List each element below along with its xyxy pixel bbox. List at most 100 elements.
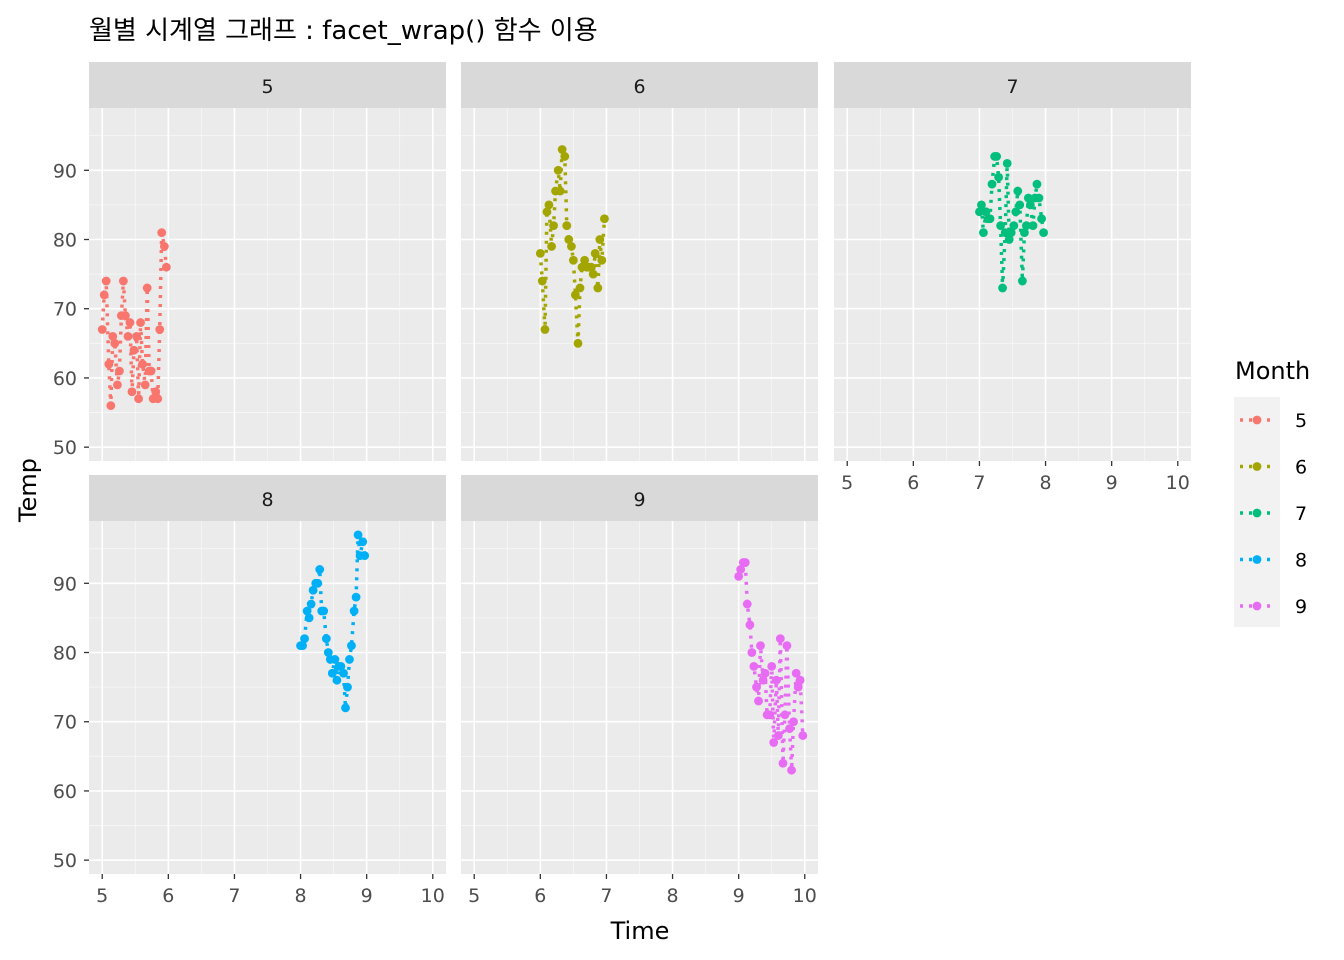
x-tick-label: 10 [421,885,445,907]
legend-label: 6 [1295,457,1307,479]
data-point [127,387,137,397]
y-tick-label: 90 [53,573,77,595]
data-point [775,634,785,644]
data-point [560,152,570,161]
facet-panels: 5 50 60 70 80 90 6 7 5 6 7 8 9 10 8 50 60 70 80 90 5 6 7 8 9 10 9 5… [53,62,1191,907]
data-point [734,571,744,581]
data-point [1002,158,1012,168]
data-point [304,613,314,623]
data-point [339,668,348,678]
data-point [979,228,988,237]
legend-key-point [1252,601,1262,611]
data-point [323,648,333,657]
data-point [134,394,143,404]
data-point [787,765,796,775]
data-point [547,242,556,251]
data-point [1037,214,1046,224]
legend-label: 7 [1295,503,1307,525]
data-point [1025,200,1035,210]
data-point [343,682,352,692]
legend: Month 5 6 7 8 9 [1234,357,1310,627]
x-axis-title: Time [610,917,670,945]
data-point [345,655,354,664]
data-point [132,332,142,341]
data-point [1013,186,1023,196]
data-point [765,710,775,720]
data-point [740,558,750,567]
data-point [562,221,572,231]
data-point [595,235,605,244]
data-point [747,648,757,657]
data-point [358,537,368,547]
legend-item-8: 8 [1240,550,1307,572]
x-tick-label: 8 [1040,472,1052,494]
data-point [593,283,603,293]
data-point [780,710,790,720]
data-point [549,221,558,231]
y-axis-title: Temp [14,458,42,523]
data-point [341,703,350,713]
data-point [1032,179,1042,189]
data-point [736,565,746,574]
data-point [142,283,152,293]
x-tick-label: 8 [295,885,307,907]
data-point [118,276,128,286]
data-point [981,207,991,217]
data-point [754,696,763,706]
data-point [1023,193,1033,203]
legend-label: 9 [1295,596,1307,618]
data-point [1011,207,1021,217]
legend-title: Month [1235,357,1310,385]
data-point [749,661,759,671]
data-point [789,717,798,727]
facet-strip [834,62,1191,108]
x-tick-label: 7 [228,885,240,907]
facet-panel-6: 6 [461,62,818,461]
facet-strip-label: 8 [261,489,273,511]
data-point [319,606,329,616]
data-point [353,530,363,540]
data-point [110,338,120,348]
chart-title: 월별 시계열 그래프 : facet_wrap() 함수 이용 [89,16,598,46]
y-tick-label: 60 [53,368,77,390]
data-point [104,359,114,369]
data-point [302,606,312,616]
data-point [590,248,600,258]
data-point [575,283,585,293]
data-point [336,661,346,671]
facet-strip [89,62,446,108]
facet-strip-label: 9 [633,489,645,511]
legend-items: 5 6 7 8 9 [1240,410,1307,618]
x-tick-label: 8 [667,885,679,907]
legend-item-5: 5 [1240,410,1307,432]
data-point [330,655,340,664]
data-point [315,565,325,574]
x-tick-label: 7 [973,472,985,494]
legend-item-7: 7 [1240,503,1307,525]
legend-item-9: 9 [1240,596,1307,618]
facet-strip [461,475,818,521]
y-tick-label: 90 [53,160,77,182]
data-point [97,325,107,334]
x-tick-label: 5 [468,885,480,907]
data-point [129,345,139,355]
data-point [568,255,578,265]
data-point [120,311,130,321]
facet-strip [89,475,446,521]
data-point [1020,228,1029,237]
data-point [101,276,111,286]
data-point [557,145,567,154]
data-point [360,551,370,561]
data-point [791,668,801,678]
data-point [795,675,805,685]
data-point [123,332,133,341]
data-point [537,276,547,286]
x-tick-label: 7 [600,885,612,907]
data-point [151,387,161,397]
x-tick-label: 5 [841,472,853,494]
data-point [1015,200,1025,210]
x-tick-label: 5 [96,885,108,907]
data-point [157,228,167,237]
data-point [597,255,607,265]
